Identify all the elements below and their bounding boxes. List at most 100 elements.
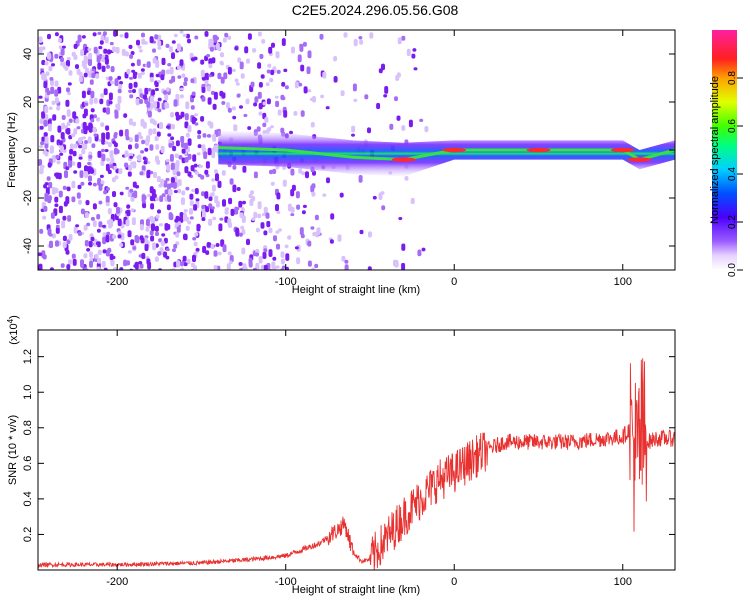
spectrogram-cell	[243, 113, 248, 117]
spectrogram-cell	[101, 260, 106, 268]
spectrogram-cell	[401, 262, 406, 270]
spectrogram-cell	[283, 68, 288, 73]
spectrogram-cell	[149, 72, 154, 79]
spectrogram-cell	[253, 102, 258, 107]
spectrogram-cell	[106, 219, 111, 225]
spectrogram-cell	[202, 245, 207, 254]
spectrogram-cell	[171, 52, 175, 60]
spectrogram-cell	[192, 154, 197, 162]
spectrogram-cell	[160, 74, 165, 81]
spectrogram-cell	[49, 77, 54, 81]
spectrogram-cell	[173, 243, 178, 249]
spectrogram-cell	[248, 257, 253, 266]
spectrogram-cell	[178, 115, 183, 120]
spectrogram-cell	[232, 115, 237, 120]
spectrogram-cell	[236, 93, 241, 98]
spectrogram-cell	[163, 237, 168, 244]
spectrogram-cell	[176, 171, 181, 177]
spectrogram-cell	[139, 263, 144, 269]
spectrogram-cell	[77, 161, 82, 169]
spectrogram-cell	[276, 69, 281, 74]
spectrogram-cell	[276, 243, 280, 250]
spectrogram-cell	[99, 98, 104, 105]
spectrogram-cell	[344, 259, 349, 264]
spectrogram-cell	[51, 155, 56, 163]
spectrogram-cell	[230, 208, 235, 216]
y-tick-label: 40	[22, 48, 34, 60]
spectrogram-cell	[146, 160, 151, 165]
spectrogram-cell	[91, 143, 96, 148]
spectrogram-cell	[310, 122, 315, 128]
spectrogram-cell	[384, 86, 389, 94]
spectrogram-cell	[166, 164, 171, 172]
x-tick-label: -100	[275, 576, 297, 588]
spectrogram-cell	[280, 258, 285, 265]
spectrogram-noise-cells	[38, 30, 429, 270]
spectrogram-cell	[410, 197, 415, 205]
spectrogram-cell	[197, 134, 202, 139]
spectrogram-cell	[221, 92, 226, 99]
spectrogram-cell	[73, 43, 78, 49]
spectrogram-cell	[261, 212, 266, 217]
spectrogram-cell	[60, 263, 65, 268]
spectrogram-cell	[176, 43, 181, 52]
spectrogram-cell	[69, 149, 74, 155]
spectrogram-cell	[78, 76, 83, 82]
spectrogram-cell	[41, 250, 46, 259]
spectrogram-cell	[127, 230, 132, 238]
spectrogram-cell	[258, 111, 263, 116]
spectrogram-cell	[217, 72, 222, 80]
spectrogram-cell	[57, 172, 62, 180]
spectrogram-cell	[211, 150, 216, 159]
spectrogram-cell	[137, 45, 142, 49]
spectrogram-cell	[83, 224, 88, 231]
spectrogram-cell	[140, 71, 145, 76]
spectrogram-cell	[114, 175, 119, 180]
spectrogram-cell	[170, 136, 175, 141]
spectrogram-cell	[55, 227, 60, 234]
spectrogram-cell	[87, 136, 92, 144]
spectrogram-cell	[222, 199, 226, 207]
spectrogram-cell	[93, 133, 98, 137]
spectrogram-cell	[140, 68, 145, 72]
spectrogram-cell	[275, 265, 280, 269]
y-tick-label: 1.2	[22, 349, 34, 364]
signal-peak	[627, 157, 652, 162]
spectrogram-cell	[176, 226, 181, 233]
spectrogram-cell	[115, 103, 120, 109]
spectrogram-cell	[66, 121, 71, 127]
spectrogram-cell	[380, 191, 385, 195]
spectrogram-cell	[210, 243, 215, 250]
spectrogram-cell	[157, 209, 161, 214]
spectrogram-cell	[179, 59, 184, 66]
spectrogram-cell	[266, 220, 271, 228]
spectrogram-cell	[143, 94, 147, 100]
spectrogram-cell	[401, 125, 406, 131]
colorbar-tick-label: 0.4	[727, 167, 738, 181]
spectrogram-cell	[112, 46, 116, 53]
spectrogram-cell	[40, 164, 44, 169]
spectrogram-cell	[121, 48, 126, 56]
spectrogram-cell	[220, 52, 224, 58]
spectrogram-cell	[135, 98, 140, 106]
spectrogram-cell	[186, 33, 190, 39]
spectrogram-cell	[81, 90, 86, 99]
spectrogram-cell	[170, 269, 172, 270]
y-tick-label: -40	[22, 238, 34, 254]
spectrogram-cell	[130, 239, 135, 246]
spectrogram-cell	[364, 94, 369, 100]
spectrogram-cell	[51, 63, 55, 67]
spectrogram-cell	[41, 46, 46, 51]
spectrogram-cell	[68, 118, 73, 123]
spectrogram-cell	[173, 99, 178, 107]
spectrogram-cell	[232, 184, 237, 193]
spectrogram-cell	[151, 188, 156, 197]
y-tick-label: 0.8	[22, 420, 34, 435]
spectrogram-cell	[242, 263, 247, 270]
spectrogram-cell	[120, 232, 125, 241]
spectrogram-cell	[231, 106, 236, 111]
spectrogram-cell	[67, 259, 72, 265]
spectrogram-cell	[113, 165, 118, 170]
colorbar-ticks: 0.0 0.2 0.4 0.6 0.8	[727, 71, 743, 277]
y-tick-label: 20	[22, 96, 34, 108]
